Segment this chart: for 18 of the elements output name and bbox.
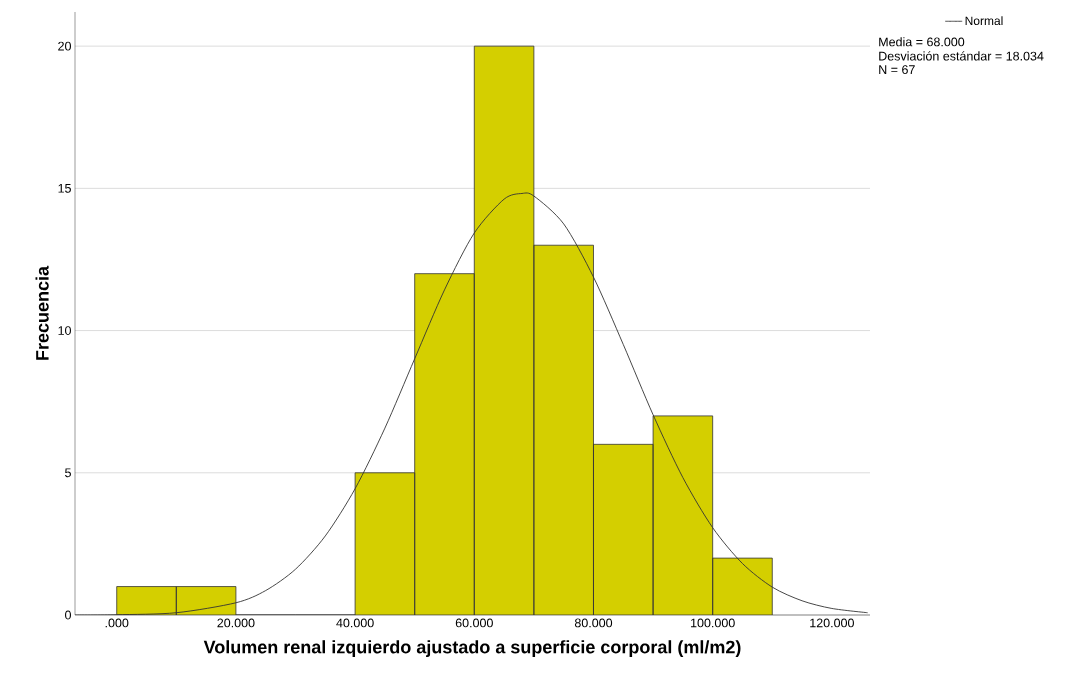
y-tick-label: 10	[58, 326, 71, 335]
legend-label: Normal	[965, 16, 1003, 25]
y-tick-label: 20	[58, 41, 71, 51]
x-tick-label: 20.000	[217, 618, 255, 628]
y-tick-label: 0	[65, 610, 71, 620]
x-tick-label: .000	[105, 618, 129, 628]
x-tick-label: 40.000	[336, 618, 374, 628]
x-axis-title: Volumen renal izquierdo ajustado a superficie corporal (ml/m2)	[203, 640, 741, 657]
text: Media = 68.000	[879, 37, 965, 47]
text: Desviación estándar = 18.034	[879, 51, 1044, 61]
y-axis-title: Frecuencia	[35, 265, 49, 360]
y-tick-label: 5	[65, 468, 71, 478]
y-tick-label: 15	[58, 183, 71, 193]
x-tick-label: 120.000	[810, 618, 854, 628]
x-tick-label: 100.000	[691, 618, 735, 628]
x-tick-label: 80.000	[574, 618, 613, 628]
x-tick-label: 60.000	[455, 618, 493, 628]
text: N = 67	[879, 65, 915, 75]
